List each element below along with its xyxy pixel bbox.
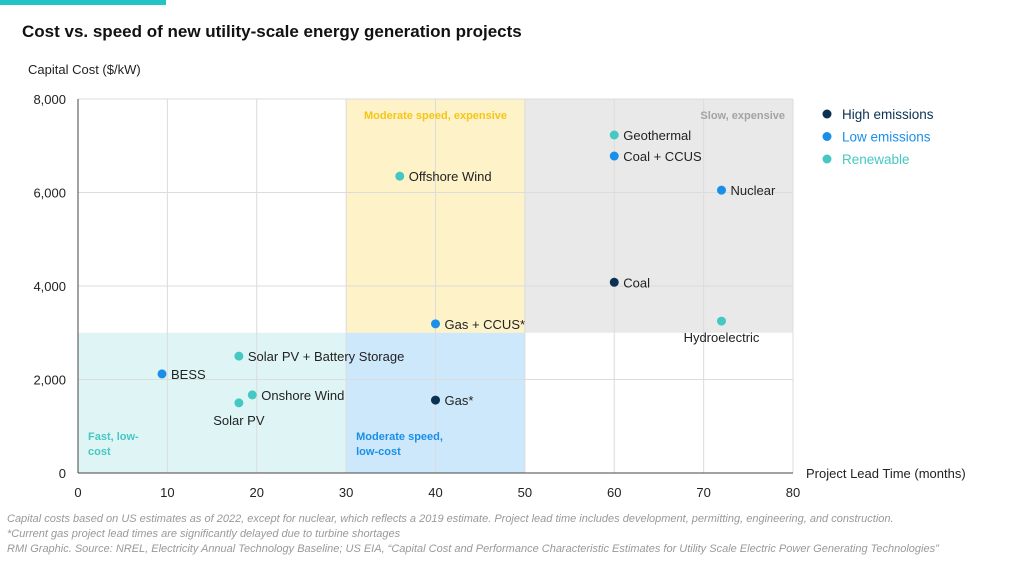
region-fast-low-cost <box>78 332 347 473</box>
data-point-bess <box>157 369 167 379</box>
data-label: Gas* <box>445 393 474 408</box>
legend-label: Low emissions <box>842 130 931 145</box>
x-tick-label: 40 <box>428 485 442 500</box>
region-label: low-cost <box>356 446 401 458</box>
data-label: Coal <box>623 275 650 290</box>
data-label: Solar PV <box>213 413 265 428</box>
legend-label: High emissions <box>842 107 934 122</box>
data-point-hydroelectric <box>717 316 726 326</box>
data-point-onshore-wind <box>247 390 257 400</box>
data-point-gas-ccus- <box>431 319 440 329</box>
x-tick-label: 20 <box>250 485 264 500</box>
x-axis-label: Project Lead Time (months) <box>806 466 966 481</box>
data-label: BESS <box>171 367 206 382</box>
region-label: Moderate speed, <box>356 431 443 443</box>
region-label: cost <box>88 446 111 458</box>
x-tick-label: 80 <box>786 485 800 500</box>
data-point-nuclear <box>717 185 726 195</box>
x-tick-label: 60 <box>607 485 621 500</box>
accent-bar <box>0 0 166 5</box>
y-tick-label: 2,000 <box>33 373 66 388</box>
legend-label: Renewable <box>842 152 910 167</box>
data-label: Gas + CCUS* <box>445 317 526 332</box>
data-point-coal <box>609 277 619 287</box>
source-line: RMI Graphic. Source: NREL, Electricity A… <box>7 543 939 555</box>
data-label: Offshore Wind <box>409 169 492 184</box>
x-tick-label: 70 <box>696 485 710 500</box>
region-label: Fast, low- <box>88 431 139 443</box>
y-tick-label: 6,000 <box>33 186 66 201</box>
y-tick-label: 8,000 <box>33 92 66 107</box>
data-label: Solar PV + Battery Storage <box>248 349 404 364</box>
y-tick-label: 0 <box>59 466 66 481</box>
data-point-coal-ccus <box>609 151 619 161</box>
data-point-gas- <box>431 395 440 405</box>
legend-marker <box>822 154 832 164</box>
x-tick-label: 50 <box>518 485 532 500</box>
x-tick-label: 30 <box>339 485 353 500</box>
data-label: Coal + CCUS <box>623 149 702 164</box>
data-point-offshore-wind <box>395 171 405 181</box>
x-tick-label: 10 <box>160 485 174 500</box>
x-tick-label: 0 <box>74 485 81 500</box>
data-point-geothermal <box>609 130 619 140</box>
y-axis-label: Capital Cost ($/kW) <box>28 62 141 77</box>
data-label: Geothermal <box>623 128 691 143</box>
data-point-solar-pv-battery-storage <box>234 351 244 361</box>
note-line-2: *Current gas project lead times are sign… <box>7 528 401 540</box>
chart-title: Cost vs. speed of new utility-scale ener… <box>22 22 522 41</box>
region-label: Slow, expensive <box>700 110 785 122</box>
data-label: Hydroelectric <box>684 330 760 345</box>
legend-marker <box>822 109 832 119</box>
note-line-1: Capital costs based on US estimates as o… <box>7 513 894 525</box>
data-point-solar-pv <box>234 398 244 408</box>
region-label: Moderate speed, expensive <box>364 110 507 122</box>
data-label: Onshore Wind <box>261 388 344 403</box>
legend-marker <box>822 132 832 141</box>
y-tick-label: 4,000 <box>33 279 66 294</box>
data-label: Nuclear <box>731 183 776 198</box>
region-slow-expensive <box>524 99 793 333</box>
footnotes: Capital costs based on US estimates as o… <box>7 512 939 557</box>
